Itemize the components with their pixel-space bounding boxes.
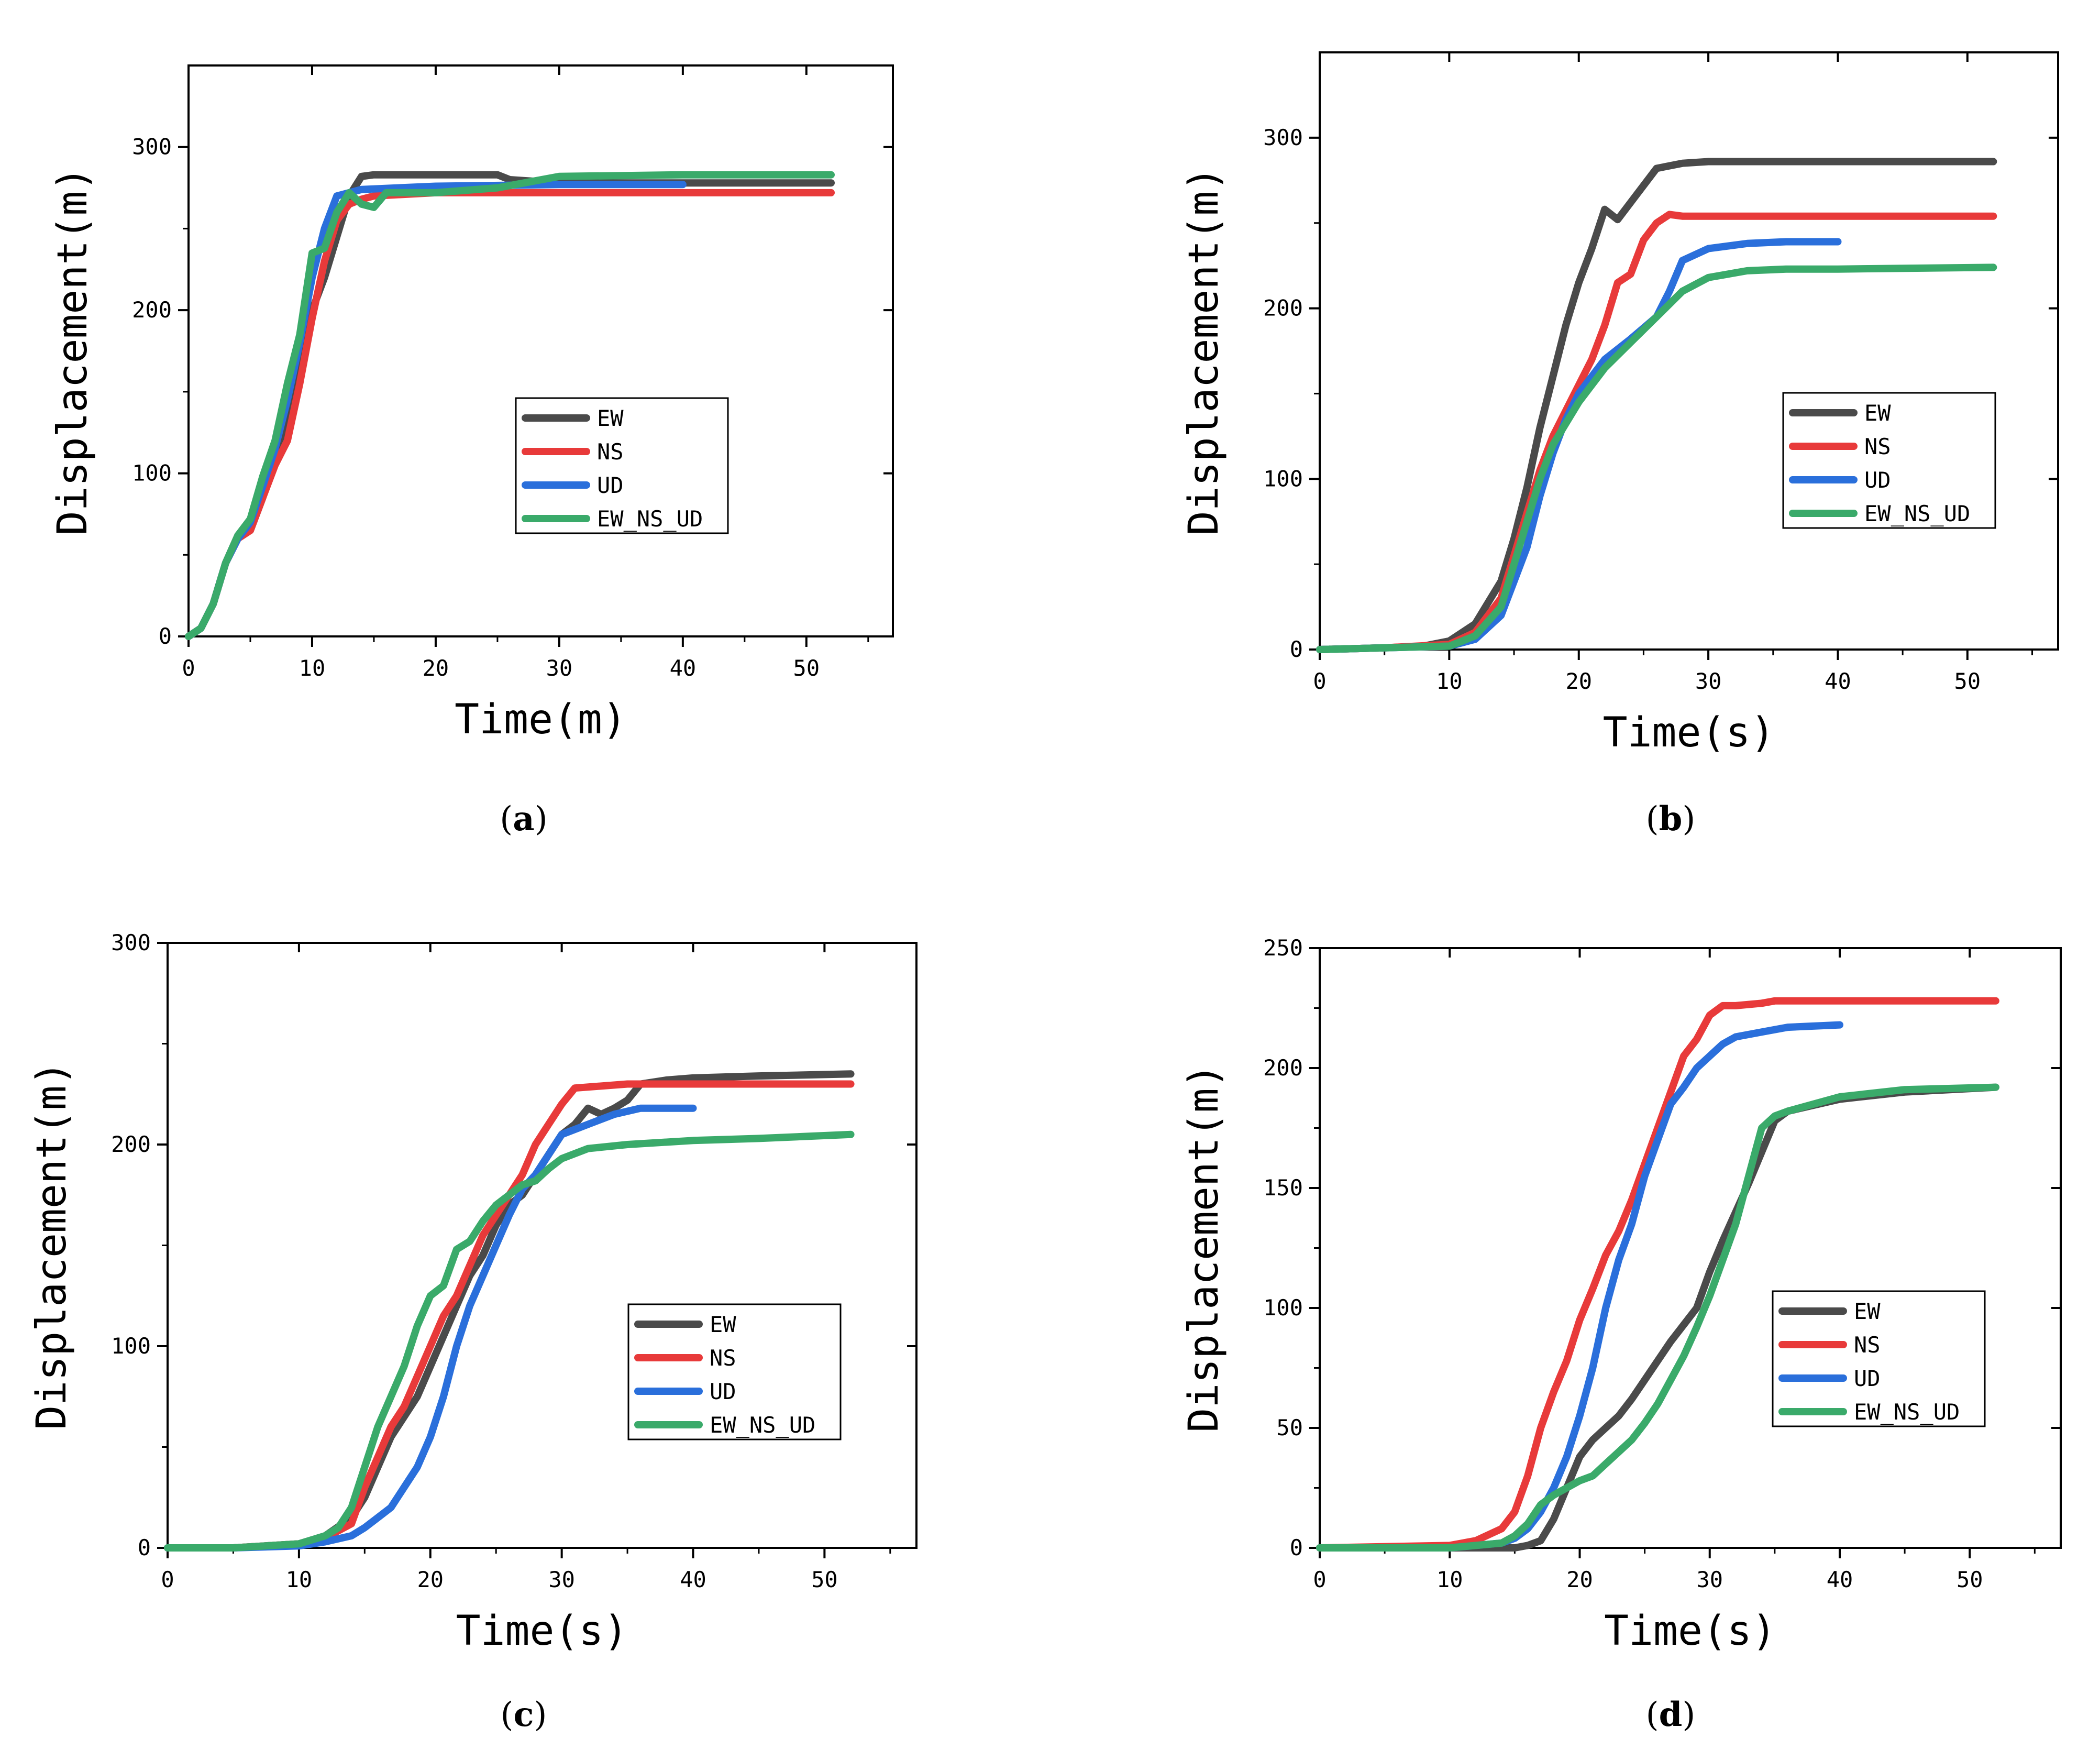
y-tick-label: 200 <box>132 297 172 323</box>
x-tick-label: 50 <box>1954 668 1981 694</box>
y-tick-label: 100 <box>111 1333 151 1359</box>
series-line-ns <box>1316 997 1999 1552</box>
x-tick-label: 50 <box>793 655 820 681</box>
series-line-ew-ns-ud <box>164 1130 855 1552</box>
y-tick-label: 250 <box>1263 935 1303 961</box>
y-tick-label: 100 <box>1263 1295 1303 1321</box>
x-axis-title: Time(s) <box>1603 709 1775 756</box>
x-tick-label: 40 <box>1827 1567 1853 1592</box>
x-tick-label: 50 <box>811 1567 838 1592</box>
legend-label-ew-ns-ud: EW_NS_UD <box>597 506 703 532</box>
x-axis-title: Time(s) <box>456 1608 628 1655</box>
legend: EW NS UD EW_NS_UD <box>627 1303 842 1440</box>
x-tick-label: 10 <box>1436 1567 1463 1592</box>
y-tick-label: 300 <box>111 930 151 955</box>
chart-panel-c: 0 10 20 30 40 50 0 100 200 300 Time(s) Displacement… <box>28 930 918 1734</box>
series-line-ew-ns-ud <box>1316 263 1997 653</box>
x-tick-label: 40 <box>1825 668 1851 694</box>
legend-label-ew-ns-ud: EW_NS_UD <box>710 1412 815 1438</box>
panel-label: (a) <box>500 799 547 839</box>
y-tick-label: 200 <box>1263 295 1303 321</box>
chart-panel-b: 0 10 20 30 40 50 0 100 200 300 Time(s) Displacement… <box>1180 51 2059 839</box>
legend-label-ud: UD <box>710 1379 736 1404</box>
legend-label-ud: UD <box>1854 1366 1881 1391</box>
legend-label-ew: EW <box>1864 400 1891 426</box>
panel-label: (c) <box>501 1695 547 1734</box>
legend-label-ew: EW <box>710 1312 736 1337</box>
legend-label-ud: UD <box>597 472 624 498</box>
panel-label: (b) <box>1646 799 1696 839</box>
legend-label-ew-ns-ud: EW_NS_UD <box>1854 1399 1960 1425</box>
x-tick-label: 0 <box>182 655 195 681</box>
legend: EW NS UD EW_NS_UD <box>1782 392 1996 529</box>
legend-label-ew: EW <box>1854 1299 1881 1324</box>
x-tick-label: 30 <box>548 1567 575 1592</box>
series-line-ew <box>1316 158 1997 653</box>
y-axis-title: Displacement(m) <box>1180 1063 1228 1432</box>
x-tick-label: 20 <box>1565 668 1592 694</box>
y-tick-label: 0 <box>159 623 172 649</box>
y-tick-label: 300 <box>1263 125 1303 150</box>
y-tick-label: 100 <box>132 460 172 486</box>
x-tick-label: 20 <box>423 655 449 681</box>
series-line-ew-ns-ud <box>185 171 835 640</box>
x-tick-label: 0 <box>161 1567 174 1592</box>
x-tick-label: 20 <box>417 1567 444 1592</box>
x-tick-label: 20 <box>1566 1567 1593 1592</box>
x-tick-label: 10 <box>299 655 326 681</box>
legend-label-ew-ns-ud: EW_NS_UD <box>1864 501 1970 526</box>
series-line-ew-ns-ud <box>1316 1083 1999 1552</box>
x-tick-label: 30 <box>546 655 573 681</box>
x-tick-label: 0 <box>1313 668 1326 694</box>
y-axis-title: Displacement(m) <box>1180 167 1228 535</box>
legend: EW NS UD EW_NS_UD <box>515 397 729 534</box>
x-axis-title: Time(s) <box>1604 1608 1776 1655</box>
plot-frame <box>1319 947 2062 1549</box>
plot-frame <box>167 942 918 1549</box>
y-tick-label: 150 <box>1263 1175 1303 1201</box>
y-tick-label: 0 <box>1290 1535 1303 1560</box>
y-tick-label: 200 <box>111 1131 151 1157</box>
legend-label-ns: NS <box>1854 1332 1881 1358</box>
y-tick-label: 0 <box>1290 636 1303 662</box>
x-tick-label: 30 <box>1696 1567 1723 1592</box>
y-tick-label: 0 <box>138 1535 151 1560</box>
series-line-ud <box>1316 238 1842 653</box>
chart-panel-d: 0 10 20 30 40 50 0 50 100 150 200 250 Time(s) Displac… <box>1180 935 2062 1734</box>
plot-frame <box>1319 51 2059 651</box>
series-line-ud <box>1316 1021 1843 1552</box>
chart-panel-a: 0 10 20 30 40 50 0 100 200 300 Time(m) Displacement… <box>49 64 894 839</box>
x-tick-label: 50 <box>1957 1567 1983 1592</box>
x-tick-label: 10 <box>1436 668 1463 694</box>
panel-label: (d) <box>1646 1695 1696 1734</box>
x-tick-label: 0 <box>1313 1567 1326 1592</box>
x-tick-label: 10 <box>286 1567 313 1592</box>
legend-label-ns: NS <box>1864 434 1891 459</box>
legend: EW NS UD EW_NS_UD <box>1772 1290 1986 1427</box>
legend-label-ud: UD <box>1864 467 1891 493</box>
y-tick-label: 300 <box>132 134 172 160</box>
y-tick-label: 100 <box>1263 466 1303 491</box>
x-tick-label: 40 <box>670 655 697 681</box>
x-axis-title: Time(m) <box>455 696 627 743</box>
legend-label-ns: NS <box>710 1345 736 1371</box>
y-axis-title: Displacement(m) <box>28 1061 75 1429</box>
y-axis-title: Displacement(m) <box>49 167 96 535</box>
legend-label-ew: EW <box>597 405 624 431</box>
y-tick-label: 50 <box>1276 1415 1303 1440</box>
series-line-ns <box>164 1080 855 1552</box>
x-tick-label: 30 <box>1695 668 1722 694</box>
series-line-ew <box>1316 1083 1999 1552</box>
series-line-ud <box>164 1104 697 1552</box>
y-tick-label: 200 <box>1263 1055 1303 1081</box>
plot-frame <box>187 64 894 637</box>
legend-label-ns: NS <box>597 439 624 465</box>
x-tick-label: 40 <box>680 1567 706 1592</box>
